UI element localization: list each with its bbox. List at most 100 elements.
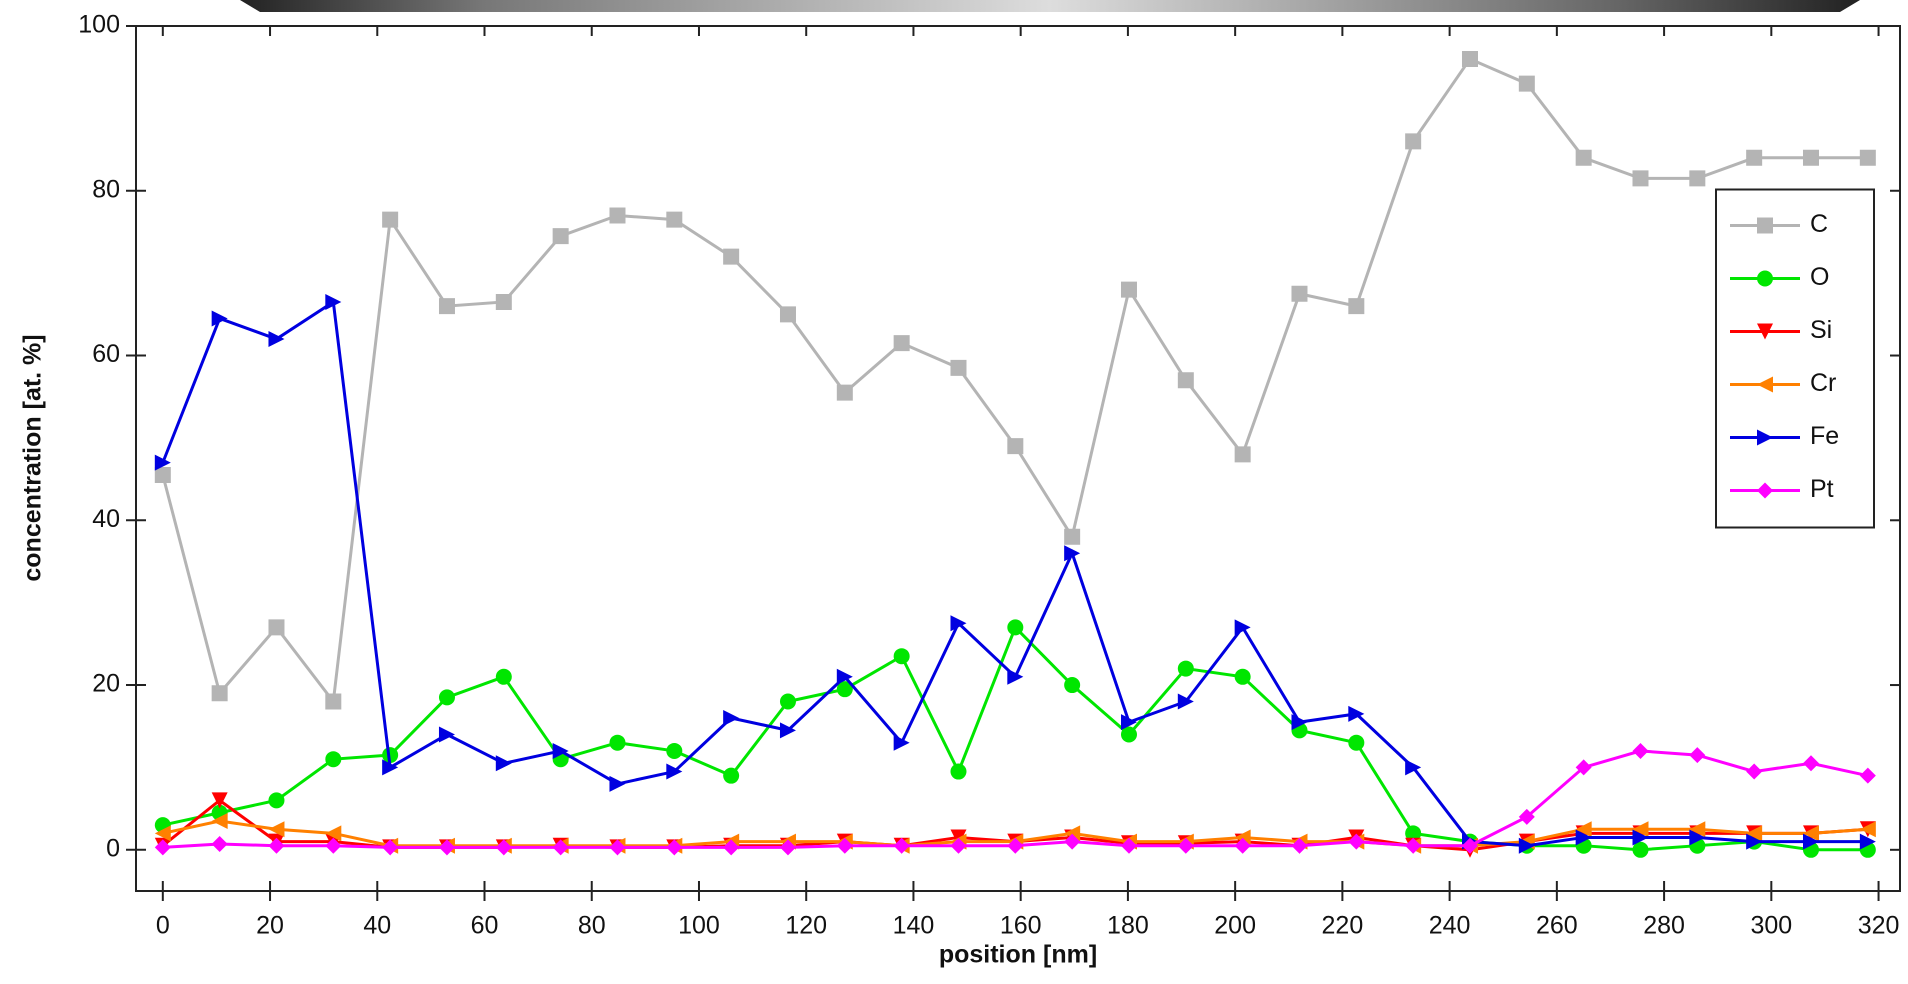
data-point <box>495 839 512 856</box>
data-point <box>1234 668 1251 685</box>
data-point <box>1177 372 1194 389</box>
data-point <box>1632 170 1649 187</box>
data-point <box>779 693 796 710</box>
data-point <box>382 839 399 856</box>
x-tick-label: 20 <box>256 912 284 940</box>
data-point <box>552 228 569 245</box>
data-point <box>154 839 171 856</box>
data-point <box>723 839 740 856</box>
data-point <box>1575 821 1592 838</box>
data-point <box>950 829 967 846</box>
data-point <box>1348 734 1365 751</box>
data-point <box>666 839 683 856</box>
data-point <box>438 839 455 856</box>
x-tick-label: 40 <box>363 912 391 940</box>
data-point <box>836 384 853 401</box>
data-point <box>268 619 285 636</box>
data-point <box>1291 714 1308 731</box>
data-point <box>1405 759 1422 776</box>
data-point <box>1177 693 1194 710</box>
data-point <box>950 359 967 376</box>
data-point <box>382 759 399 776</box>
data-point <box>1234 829 1251 846</box>
x-tick-label: 320 <box>1858 912 1900 940</box>
data-point <box>268 331 285 348</box>
data-point <box>1120 714 1137 731</box>
data-point <box>1859 821 1876 838</box>
series-line <box>161 299 1868 848</box>
x-tick-label: 160 <box>1000 912 1042 940</box>
data-point <box>1064 677 1081 694</box>
data-point <box>836 837 853 854</box>
legend-marker <box>1757 482 1773 499</box>
data-point <box>893 335 910 352</box>
data-point <box>325 751 342 768</box>
y-tick-label: 0 <box>106 834 120 862</box>
data-point <box>836 668 853 685</box>
data-point <box>666 211 683 228</box>
y-tick-label: 100 <box>78 11 120 39</box>
data-point <box>1518 837 1535 854</box>
data-point <box>1291 285 1308 302</box>
data-point <box>211 310 228 327</box>
data-point <box>1120 281 1137 298</box>
data-point <box>1575 149 1592 166</box>
data-point <box>1120 837 1137 854</box>
data-point <box>552 839 569 856</box>
x-tick-label: 260 <box>1536 912 1578 940</box>
legend-label: Fe <box>1810 422 1839 450</box>
data-point <box>1291 837 1308 854</box>
data-point <box>1802 755 1819 772</box>
data-point <box>1348 705 1365 722</box>
series-line <box>162 624 1868 852</box>
data-point <box>950 763 967 780</box>
data-point <box>1689 821 1706 838</box>
data-point <box>893 837 910 854</box>
x-tick-label: 240 <box>1429 912 1471 940</box>
data-point <box>1632 841 1649 858</box>
y-tick-label: 60 <box>92 340 120 368</box>
data-point <box>1348 298 1365 315</box>
data-point <box>609 775 626 792</box>
legend-label: Si <box>1810 316 1832 344</box>
legend-label: Cr <box>1810 369 1836 397</box>
data-point <box>325 837 342 854</box>
data-point <box>438 298 455 315</box>
data-point <box>1518 808 1535 825</box>
data-point <box>609 839 626 856</box>
series <box>154 742 1876 856</box>
legend-marker <box>1757 429 1773 446</box>
data-point <box>1120 726 1137 743</box>
data-point <box>438 689 455 706</box>
data-point <box>1575 829 1592 846</box>
x-tick-label: 140 <box>893 912 935 940</box>
data-point <box>1632 829 1649 846</box>
plot-frame <box>135 25 1901 892</box>
data-point <box>1064 825 1081 842</box>
data-point <box>268 792 285 809</box>
data-point <box>1405 133 1422 150</box>
image-strip <box>240 0 1860 12</box>
data-point <box>950 615 967 632</box>
data-point <box>1064 545 1081 562</box>
y-tick-label: 80 <box>92 175 120 203</box>
x-tick-label: 80 <box>578 912 606 940</box>
legend-box <box>1715 188 1875 529</box>
data-point <box>1461 837 1478 854</box>
data-point <box>495 755 512 772</box>
data-point <box>1802 149 1819 166</box>
data-point <box>268 837 285 854</box>
y-tick-label: 40 <box>92 505 120 533</box>
data-point <box>1746 833 1763 850</box>
legend-marker <box>1757 270 1773 287</box>
data-point <box>893 648 910 665</box>
x-tick-label: 180 <box>1107 912 1149 940</box>
x-tick-label: 120 <box>785 912 827 940</box>
data-point <box>1461 50 1478 67</box>
data-point <box>1348 833 1365 850</box>
data-point <box>325 693 342 710</box>
data-point <box>495 668 512 685</box>
data-point <box>779 306 796 323</box>
data-point <box>1234 619 1251 636</box>
